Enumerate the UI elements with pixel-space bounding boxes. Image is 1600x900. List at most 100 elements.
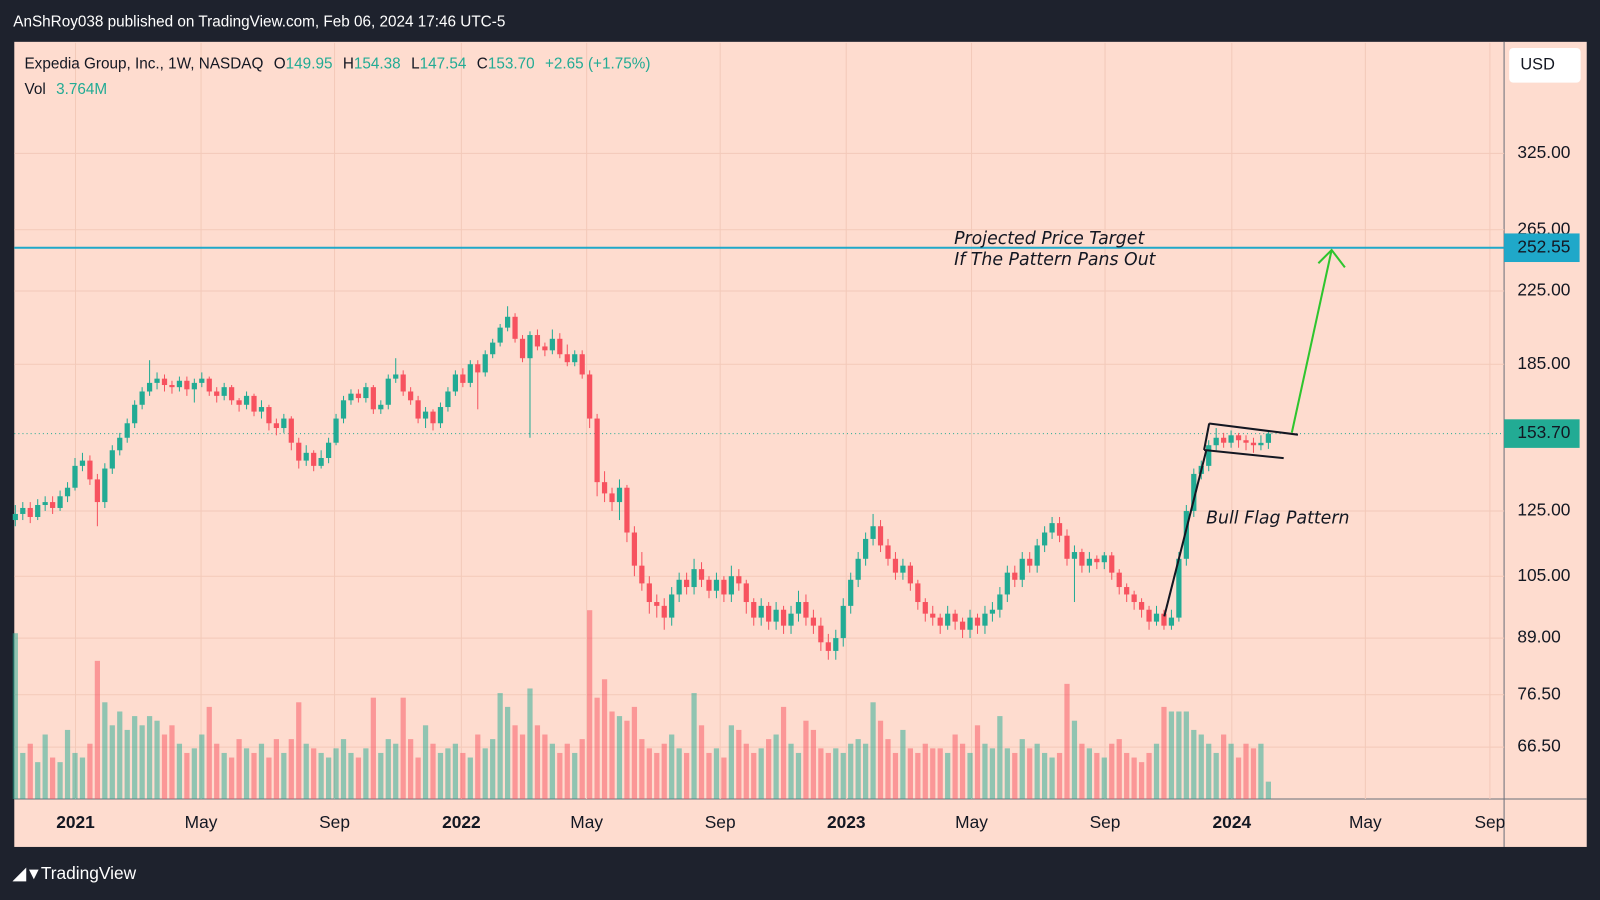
volume-bar	[1250, 748, 1257, 799]
volume-bar	[534, 725, 541, 799]
volume-bar	[863, 743, 869, 799]
volume-bar	[1146, 752, 1152, 799]
volume-bar	[1116, 739, 1122, 799]
x-tick-label: Sep	[705, 812, 736, 832]
candle-body	[258, 407, 265, 412]
candle-body	[311, 452, 317, 466]
volume-bar	[624, 720, 630, 799]
volume-bar	[42, 734, 48, 799]
volume-bar	[654, 752, 660, 799]
candle-body	[557, 338, 563, 355]
volume-bar	[94, 660, 100, 799]
candle-body	[698, 569, 705, 580]
candle-body	[870, 526, 876, 539]
candle-body	[877, 526, 884, 546]
volume-bar	[870, 702, 876, 799]
candle-body	[587, 374, 593, 419]
volume-bar	[967, 752, 973, 799]
volume-bar	[825, 752, 831, 799]
volume-bar	[504, 706, 511, 799]
volume-bar	[661, 743, 667, 799]
candle-body	[273, 423, 279, 429]
candle-body	[795, 602, 802, 614]
value: 147.54	[420, 55, 467, 72]
candle-body	[102, 468, 108, 503]
candle-body	[706, 579, 712, 591]
volume-bar	[1071, 720, 1078, 799]
volume-bar	[930, 748, 936, 799]
candle-body	[460, 374, 466, 383]
volume-bar	[243, 748, 250, 799]
candle-body	[743, 583, 749, 603]
candle-body	[1124, 587, 1130, 595]
volume-bar	[698, 725, 705, 799]
candle-body	[385, 378, 391, 405]
candle-body	[251, 395, 257, 412]
volume-bar	[460, 752, 466, 799]
volume-bar	[527, 688, 533, 799]
brand-logo: ◢▼	[12, 865, 42, 883]
volume-bar	[35, 762, 41, 799]
candle-body	[1213, 437, 1219, 446]
volume-bar	[303, 743, 309, 799]
candle-body	[467, 364, 473, 383]
volume-bar	[1258, 743, 1264, 799]
x-tick-label: May	[570, 812, 603, 832]
volume-bar	[363, 748, 369, 799]
volume-bar	[1086, 748, 1092, 799]
candle-body	[1086, 558, 1092, 566]
y-tick-label: 89.00	[1517, 627, 1560, 647]
candle-body	[1228, 435, 1234, 443]
volume-bar	[296, 702, 302, 799]
candle-body	[736, 576, 742, 584]
volume-bar	[631, 706, 638, 799]
volume-bar	[743, 743, 749, 799]
volume-bar	[721, 757, 727, 799]
candle-body	[646, 583, 652, 603]
x-tick-label: Sep	[1090, 812, 1121, 832]
volume-bar	[1228, 743, 1234, 799]
value: 154.38	[354, 55, 401, 72]
currency-button[interactable]	[1509, 47, 1581, 83]
label: O	[274, 55, 286, 72]
volume-bar	[989, 748, 996, 799]
volume-bar	[1064, 683, 1070, 799]
volume-bar	[833, 748, 839, 799]
candle-body	[296, 442, 302, 461]
candle-body	[124, 423, 130, 438]
target-label-box	[1504, 233, 1580, 263]
candle-body	[937, 617, 943, 626]
volume-bar	[408, 739, 414, 799]
candle-body	[631, 532, 638, 566]
candle-body	[1019, 558, 1025, 580]
candle-body	[132, 404, 138, 424]
y-tick-label: 125.00	[1517, 500, 1570, 520]
volume-bar	[400, 697, 406, 799]
volume-bar	[273, 739, 279, 799]
y-tick-label: 185.00	[1517, 353, 1570, 373]
candle-body	[348, 393, 354, 401]
volume-bar	[766, 739, 772, 799]
volume-bar	[236, 739, 242, 799]
volume-bar	[549, 743, 555, 799]
candle-body	[624, 487, 630, 533]
volume-bar	[609, 711, 615, 799]
volume-bar	[422, 725, 429, 799]
volume-bar	[1012, 752, 1018, 799]
candle-body	[1168, 617, 1175, 626]
currency[interactable]: USD	[1520, 56, 1554, 74]
candle-body	[378, 404, 384, 410]
volume-bar	[184, 752, 190, 799]
volume-bar	[72, 752, 78, 799]
volume-bar	[751, 752, 757, 799]
volume-bar	[877, 720, 884, 799]
candle-body	[1265, 433, 1271, 443]
volume-bar	[169, 725, 175, 799]
volume-bar	[855, 739, 861, 799]
candle-body	[497, 327, 503, 343]
candle-body	[325, 442, 332, 458]
candle-body	[669, 594, 675, 618]
candle-body	[1094, 558, 1100, 563]
candle-body	[266, 407, 272, 424]
flag-top	[1209, 422, 1299, 436]
